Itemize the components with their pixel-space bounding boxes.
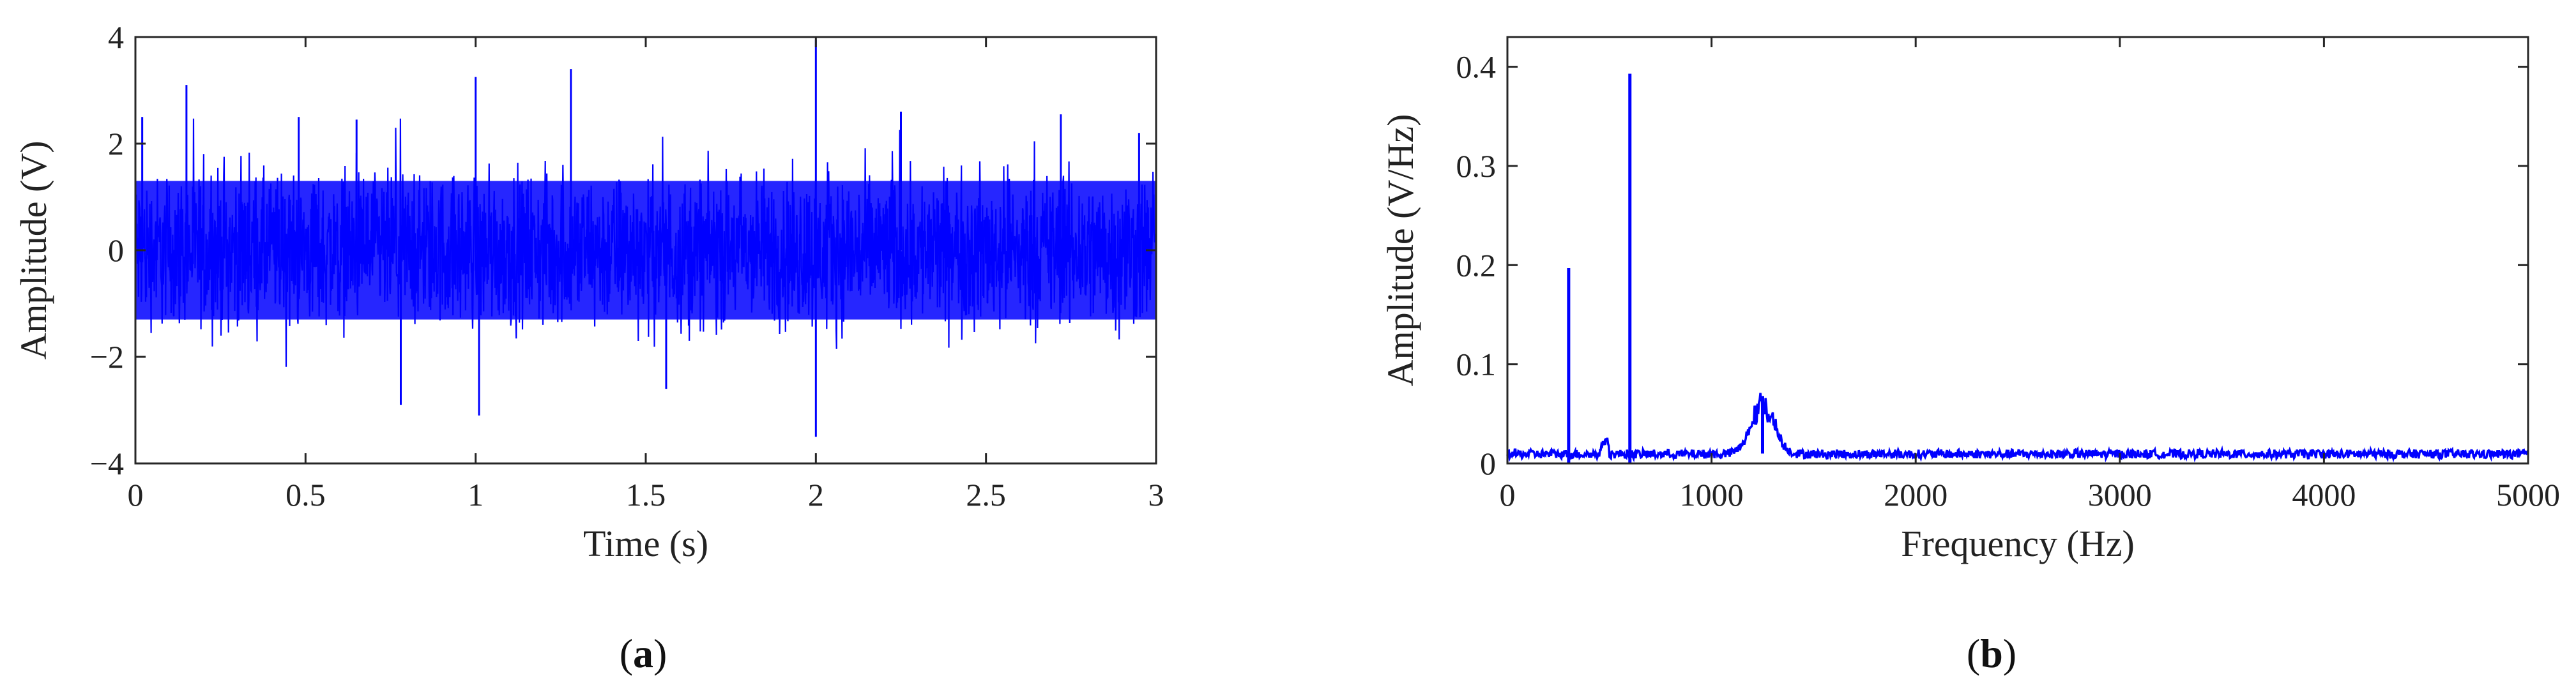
axis-ticks: 0 1000 2000 3000 4000 5000 0 0.1 0.2 0.3 0.4 (1456, 37, 2560, 513)
x-axis-label: Frequency (Hz) (1901, 523, 2135, 564)
y-tick-label: −2 (90, 339, 124, 375)
y-tick-label: 4 (108, 19, 124, 55)
caption-open-paren: ( (620, 631, 633, 676)
x-tick-label: 0 (128, 477, 144, 513)
panel-caption-b: (b) (1967, 631, 2016, 676)
x-tick-label: 1.5 (626, 477, 666, 513)
spectrum-series (1506, 73, 2529, 463)
x-tick-label: 2000 (1884, 477, 1947, 513)
axis-ticks: 0 0.5 1 1.5 2 2.5 3 −4 −2 0 2 4 (90, 19, 1164, 513)
y-axis-label: Amplitude (V/Hz) (1380, 114, 1421, 387)
caption-letter: a (633, 631, 653, 676)
x-tick-label: 0 (1500, 477, 1516, 513)
caption-letter: b (1980, 631, 2003, 676)
caption-close-paren: ) (653, 631, 667, 676)
x-tick-label: 3000 (2088, 477, 2152, 513)
panel-caption-a: (a) (620, 631, 667, 676)
x-tick-label: 3 (1148, 477, 1164, 513)
x-axis-label: Time (s) (583, 523, 708, 564)
time-signal-series (134, 40, 1157, 437)
x-tick-label: 5000 (2496, 477, 2560, 513)
x-tick-label: 1000 (1680, 477, 1744, 513)
signal-dense-band (135, 181, 1156, 320)
caption-close-paren: ) (2003, 631, 2016, 676)
x-tick-label: 0.5 (286, 477, 326, 513)
y-tick-label: 0.1 (1456, 347, 1497, 382)
plot-frame (1506, 36, 2529, 465)
y-tick-label: −4 (90, 446, 124, 481)
y-tick-label: 0 (108, 232, 124, 268)
caption-open-paren: ( (1967, 631, 1980, 676)
y-tick-label: 2 (108, 126, 124, 162)
x-tick-label: 1 (468, 477, 484, 513)
panel-b-spectrum-chart: 0 1000 2000 3000 4000 5000 0 0.1 0.2 0.3 0.4 Frequ… (1380, 36, 2560, 564)
y-tick-label: 0.4 (1456, 49, 1497, 85)
x-tick-label: 4000 (2292, 477, 2356, 513)
x-tick-label: 2 (808, 477, 824, 513)
y-tick-label: 0.2 (1456, 247, 1497, 283)
panel-a-time-signal-chart: 0 0.5 1 1.5 2 2.5 3 −4 −2 0 2 4 Time (s) Amplitude … (13, 19, 1164, 564)
x-tick-label: 2.5 (966, 477, 1006, 513)
y-tick-label: 0 (1480, 446, 1496, 481)
y-tick-label: 0.3 (1456, 148, 1497, 184)
y-axis-label: Amplitude (V) (13, 140, 54, 359)
spectrum-trace (1506, 393, 2529, 463)
